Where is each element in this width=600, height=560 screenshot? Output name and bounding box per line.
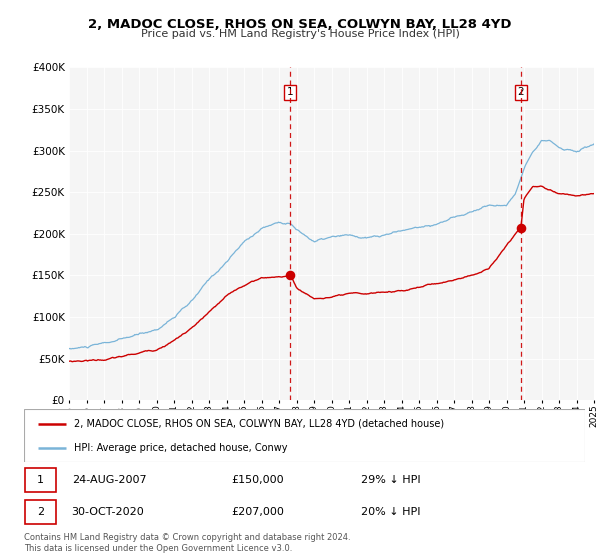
Text: 2, MADOC CLOSE, RHOS ON SEA, COLWYN BAY, LL28 4YD: 2, MADOC CLOSE, RHOS ON SEA, COLWYN BAY,… — [88, 18, 512, 31]
Point — [516, 223, 526, 232]
Point — [286, 271, 295, 280]
Text: 29% ↓ HPI: 29% ↓ HPI — [361, 475, 420, 486]
Text: 24-AUG-2007: 24-AUG-2007 — [71, 475, 146, 486]
Text: 30-OCT-2020: 30-OCT-2020 — [71, 507, 145, 517]
Text: 2, MADOC CLOSE, RHOS ON SEA, COLWYN BAY, LL28 4YD (detached house): 2, MADOC CLOSE, RHOS ON SEA, COLWYN BAY,… — [74, 419, 445, 429]
Text: £150,000: £150,000 — [232, 475, 284, 486]
Text: 2: 2 — [518, 87, 524, 97]
Bar — [25, 500, 56, 524]
Text: £207,000: £207,000 — [232, 507, 284, 517]
Text: 1: 1 — [37, 475, 44, 486]
Text: 1: 1 — [287, 87, 293, 97]
Text: Price paid vs. HM Land Registry's House Price Index (HPI): Price paid vs. HM Land Registry's House … — [140, 29, 460, 39]
Text: 2: 2 — [37, 507, 44, 517]
Text: HPI: Average price, detached house, Conwy: HPI: Average price, detached house, Conw… — [74, 443, 288, 453]
Text: 20% ↓ HPI: 20% ↓ HPI — [361, 507, 420, 517]
Text: Contains HM Land Registry data © Crown copyright and database right 2024.
This d: Contains HM Land Registry data © Crown c… — [24, 533, 350, 553]
Bar — [25, 468, 56, 492]
